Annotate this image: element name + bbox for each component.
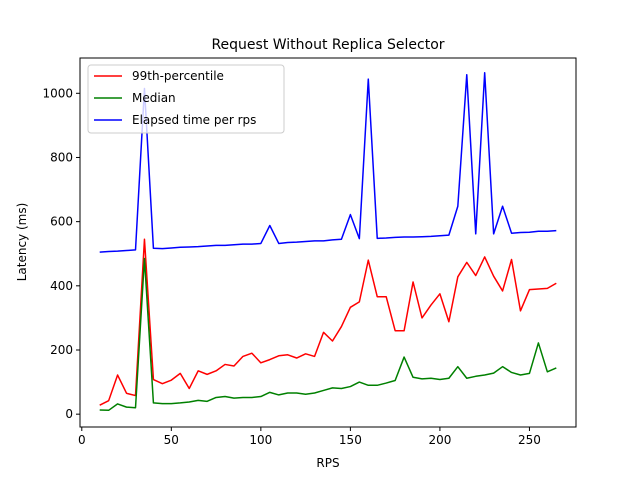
legend-box	[87, 64, 285, 134]
x-tick-label: 100	[249, 433, 272, 447]
legend-label-0: 99th-percentile	[132, 69, 224, 83]
legend-label-2: Elapsed time per rps	[132, 113, 256, 127]
y-tick-label: 800	[50, 150, 73, 164]
y-tick-label: 1000	[42, 86, 73, 100]
y-tick-label: 600	[50, 215, 73, 229]
series-line-1	[99, 257, 557, 412]
series-line-2	[99, 72, 557, 253]
y-tick-label: 0	[65, 407, 73, 421]
y-tick-label: 200	[50, 343, 73, 357]
series-group	[99, 72, 557, 412]
axes-frame	[79, 57, 577, 428]
x-tick-label: 250	[518, 433, 541, 447]
series-line-0	[99, 238, 557, 406]
x-tick-label: 200	[428, 433, 451, 447]
legend: 99th-percentile Median Elapsed time per rp…	[87, 64, 285, 134]
x-tick-label: 50	[164, 433, 179, 447]
ticks: 0 50 100 150 200 250 0 200 400 600 800 1000	[42, 86, 540, 447]
x-tick-label: 0	[78, 433, 86, 447]
chart-title: Request Without Replica Selector	[211, 37, 444, 53]
legend-label-1: Median	[132, 91, 176, 105]
y-axis-label: Latency (ms)	[15, 203, 29, 282]
y-tick-label: 400	[50, 279, 73, 293]
x-axis-label: RPS	[316, 456, 339, 470]
x-tick-label: 150	[339, 433, 362, 447]
